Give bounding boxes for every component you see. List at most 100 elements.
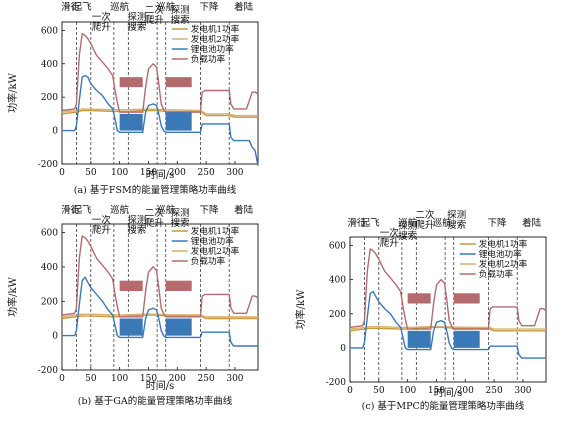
phase-label: 巡航 [156,1,176,13]
oscillation-band [453,293,480,304]
series-line [61,33,259,113]
series-line [350,290,546,359]
plot-frame [349,236,547,383]
phase-label: 探测 [171,4,190,16]
x-tick-label: 100 [111,168,128,178]
x-tick-label: 150 [140,374,157,384]
x-tick-label: 200 [169,168,186,178]
x-axis-label: 时间/s [146,168,175,181]
legend-label: 锂电池功率 [191,235,234,247]
phase-label: 搜索 [127,21,146,33]
y-tick-label: 600 [329,242,346,252]
phase-label: 爬升 [92,225,112,236]
y-tick-label: -200 [38,160,58,170]
x-axis-label: 时间/s [146,379,175,392]
y-axis-label: 功率/kW [6,276,19,316]
phase-label: 搜索 [171,14,190,26]
x-tick-label: 300 [226,374,243,384]
phase-label: 爬升 [92,22,112,33]
x-tick-label: 200 [169,374,186,384]
phase-label: 探测 [447,209,466,221]
phase-label: 二次 [145,207,165,219]
y-tick-label: 0 [52,332,58,342]
phase-label: 搜索 [171,217,190,229]
oscillation-band [165,280,192,291]
phase-label: 起飞 [73,205,93,216]
legend-label: 锂电池功率 [191,43,234,55]
phase-label: 爬升 [145,15,165,26]
series-line [61,313,258,318]
phase-label: 一次 [380,227,400,239]
x-tick-label: 50 [85,374,97,384]
oscillation-band [165,112,192,131]
phase-label: 探测 [171,207,190,219]
y-tick-label: 400 [41,60,58,70]
phase-label: 滑行 [347,217,367,229]
phase-label: 着陆 [234,1,254,13]
y-axis-label: 功率/kW [6,72,19,112]
oscillation-band [407,293,431,304]
oscillation-band [119,280,143,291]
phase-label: 爬升 [415,220,435,231]
phase-label: 探测 [398,220,417,232]
y-tick-label: 0 [52,127,58,137]
phase-label: 爬升 [380,238,400,249]
legend-label: 负载功率 [479,268,514,280]
legend-label: 发电机1功率 [191,225,240,237]
phase-label: 下降 [199,1,219,13]
phase-label: 巡航 [156,204,176,216]
y-tick-label: 200 [329,310,346,320]
phase-label: 着陆 [522,217,542,229]
x-tick-label: 0 [347,386,353,396]
legend-label: 发电机1功率 [479,238,528,250]
series-line [61,109,258,118]
x-axis-label: 时间/s [434,386,463,399]
x-tick-label: 0 [59,168,65,178]
phase-label: 下降 [199,204,219,216]
y-tick-label: 0 [340,344,346,354]
oscillation-band [119,113,143,131]
y-tick-label: 200 [41,93,58,103]
series-line [62,74,259,166]
phase-label: 一次 [92,11,112,23]
series-line [349,248,547,330]
x-tick-label: 250 [198,374,215,384]
y-tick-label: 600 [41,229,58,239]
x-tick-label: 100 [399,386,416,396]
x-tick-label: 100 [111,374,128,384]
y-tick-label: 400 [41,263,58,273]
series-line [62,276,258,347]
x-tick-label: 150 [428,386,445,396]
legend-label: 发电机1功率 [191,23,240,35]
y-tick-label: 400 [329,276,346,286]
phase-label: 起飞 [73,2,93,13]
y-tick-label: 200 [41,297,58,307]
legend-label: 发电机2功率 [191,33,240,45]
series-line [349,326,546,332]
x-tick-label: 300 [514,386,531,396]
phase-label: 爬升 [145,218,165,229]
series-line [61,314,258,320]
x-tick-label: 250 [198,168,215,178]
x-tick-label: 250 [486,386,503,396]
series-line [349,325,546,330]
phase-label: 二次 [415,209,435,221]
panel-caption: (c) 基于MPC的能量管理策略功率曲线 [362,400,525,412]
oscillation-band [165,318,192,336]
x-tick-label: 50 [85,168,97,178]
panel-caption: (a) 基于FSM的能量管理策略功率曲线 [74,184,237,196]
series-line [61,108,258,117]
phase-label: 搜索 [447,219,466,231]
panel-caption: (b) 基于GA的能量管理策略功率曲线 [78,395,233,407]
phase-label: 搜索 [127,224,146,236]
phase-label: 巡航 [433,217,453,229]
phase-label: 着陆 [234,204,254,216]
legend-label: 发电机2功率 [191,245,240,257]
x-tick-label: 0 [59,374,65,384]
x-tick-label: 50 [373,386,385,396]
oscillation-band [453,330,480,348]
phase-label: 二次 [145,4,165,16]
